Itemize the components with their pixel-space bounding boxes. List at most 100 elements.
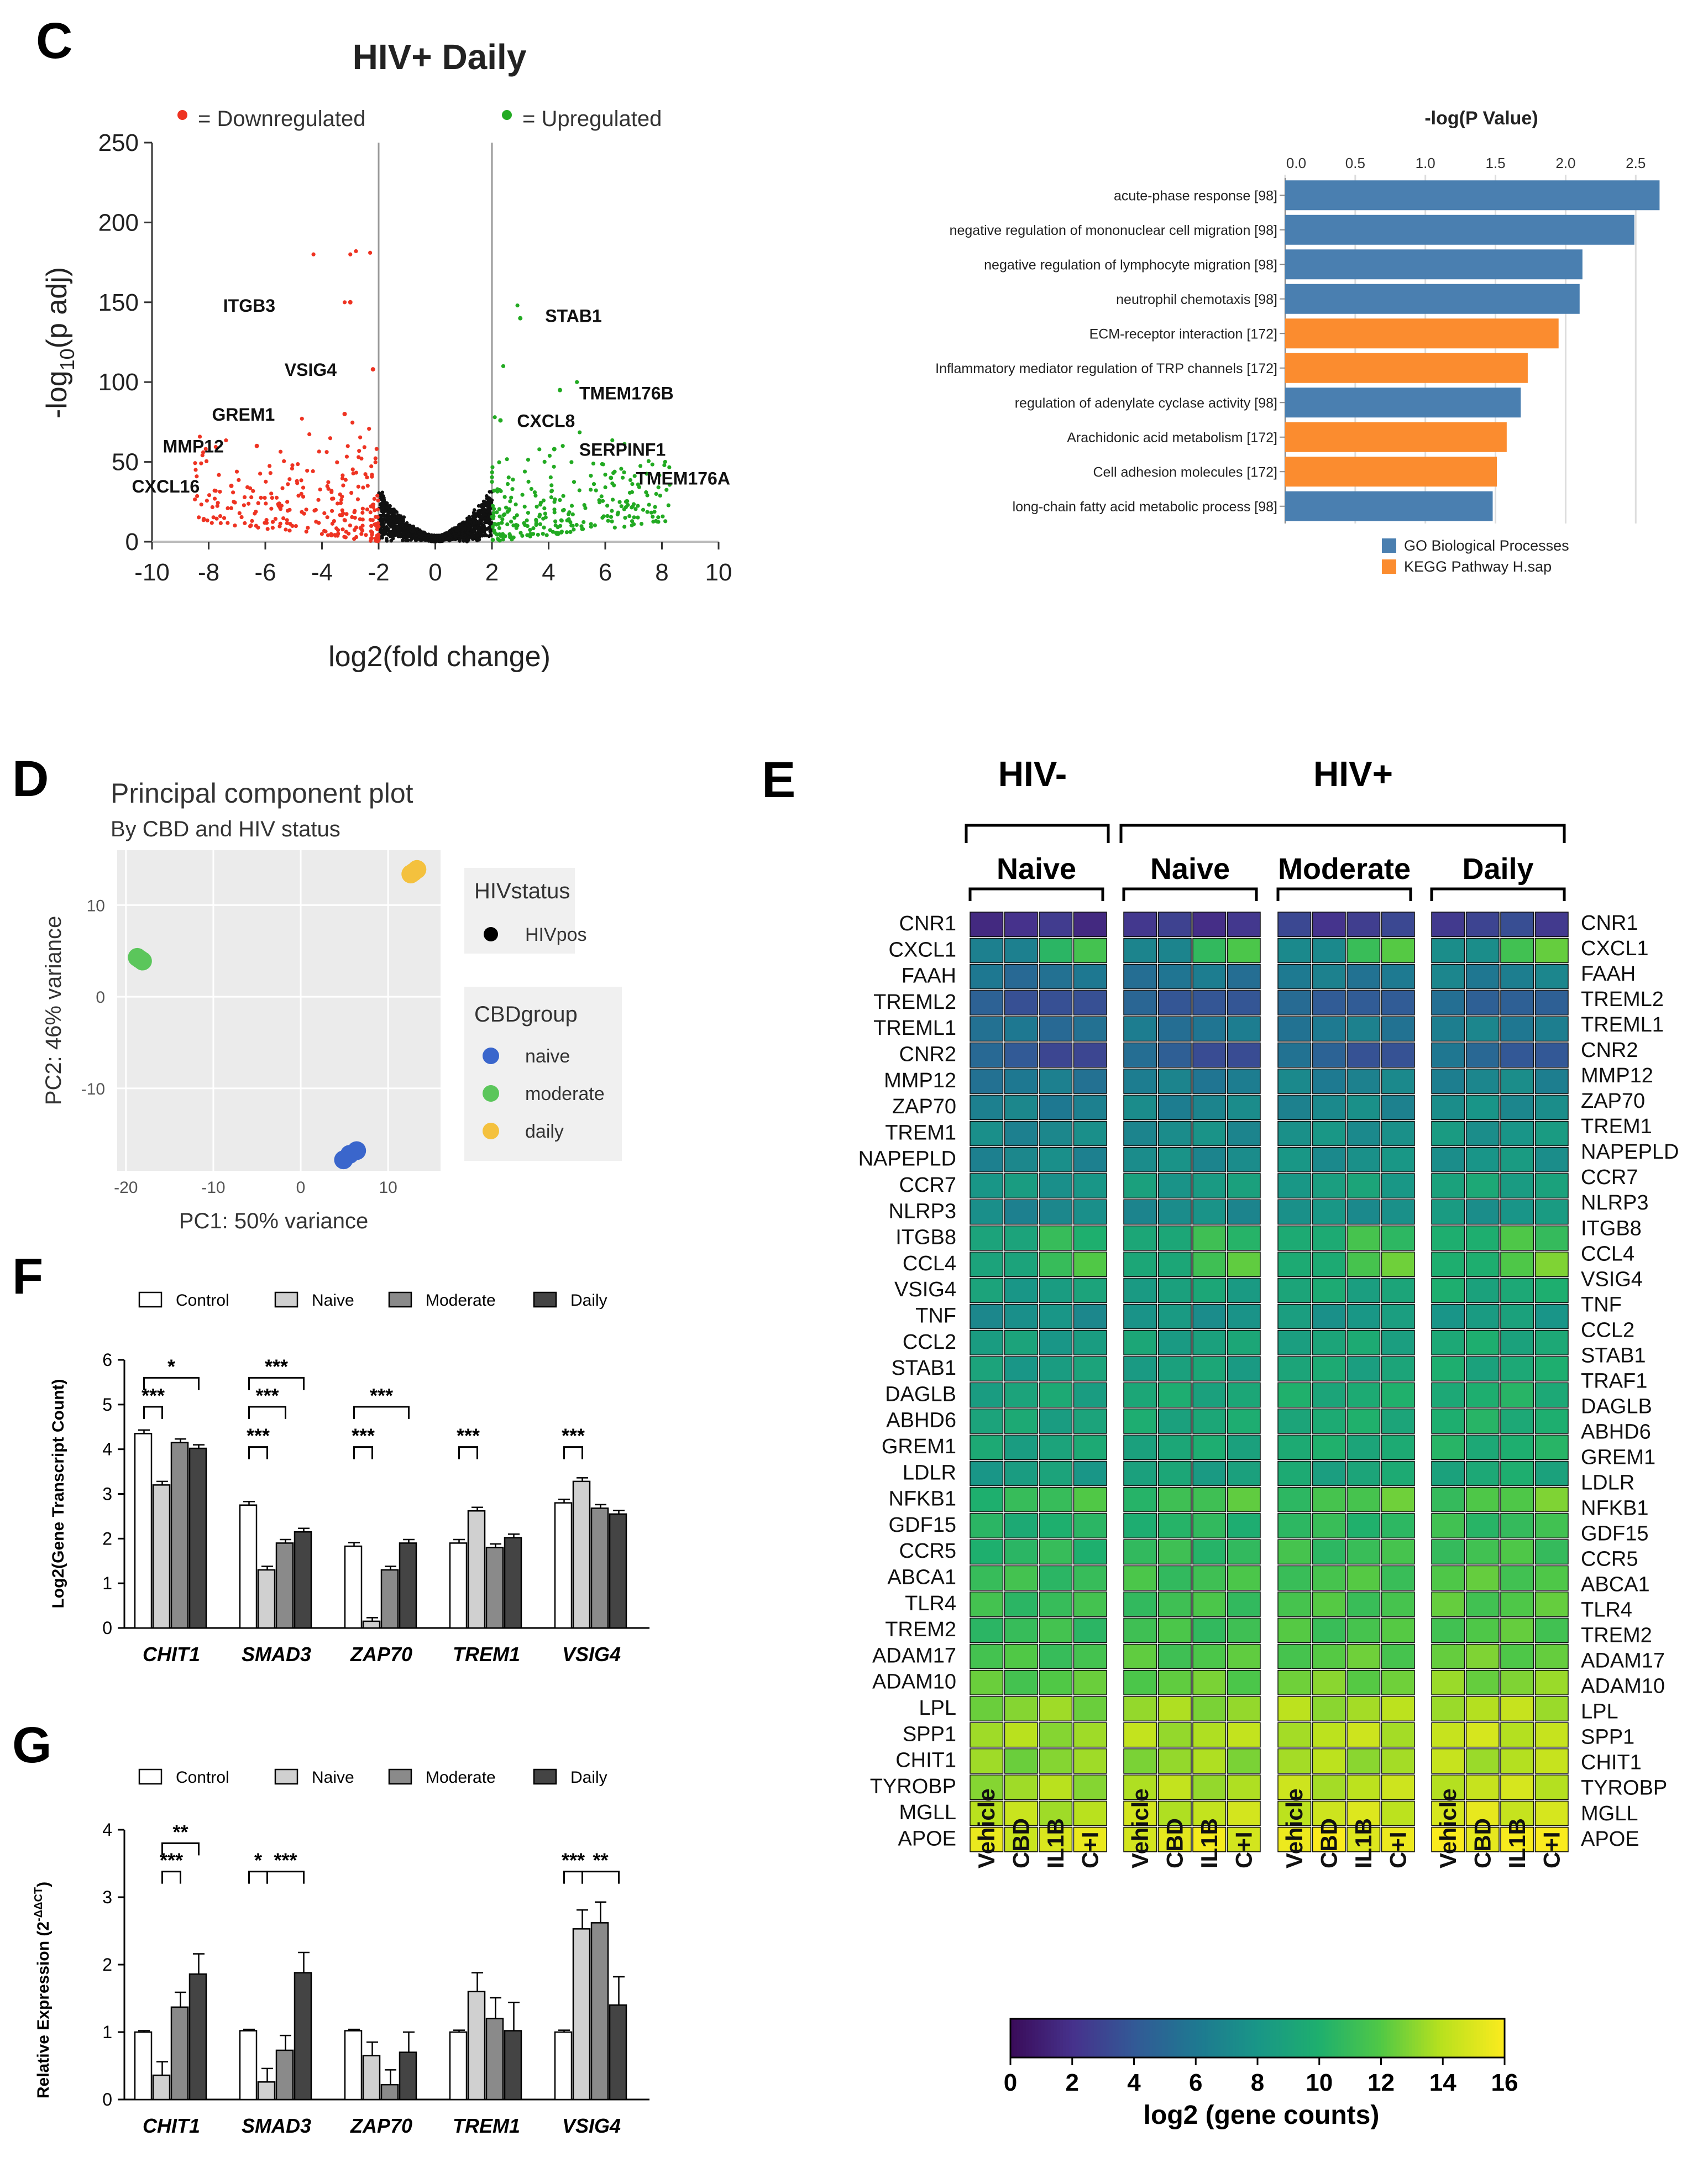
volcano-point-ns	[415, 534, 418, 538]
volcano-point-ns	[385, 516, 389, 521]
heatmap-cell	[1277, 1121, 1312, 1146]
heatmap-cell	[1192, 1539, 1227, 1565]
heatmap-cell	[1500, 1069, 1534, 1094]
heatmap-cell	[1039, 1539, 1073, 1565]
heatmap-cell	[1534, 1173, 1569, 1199]
heatmap-cell	[970, 1722, 1004, 1748]
volcano-y-label-sub: 10	[56, 348, 78, 370]
barF-sig-bracket	[353, 1406, 410, 1419]
heatmap-cell	[1534, 1722, 1569, 1748]
volcano-point-up	[542, 459, 547, 464]
volcano-point-ns	[465, 517, 470, 521]
heatmap-column-label: Vehicle	[1127, 1788, 1153, 1868]
enrichment-bar	[1285, 318, 1559, 349]
barG-bar-daily	[399, 2051, 417, 2101]
colorbar-segment	[1464, 2019, 1468, 2057]
volcano-point-up	[559, 519, 564, 523]
volcano-point-down	[237, 511, 242, 515]
heatmap-cell	[1465, 1016, 1500, 1042]
volcano-point-up	[526, 511, 530, 515]
pca-plot: Principal component plot By CBD and HIV …	[41, 778, 622, 1233]
volcano-point-down	[307, 432, 312, 437]
volcano-point-up	[549, 483, 554, 488]
heatmap-cell	[1039, 1382, 1073, 1408]
heatmap-cell	[1277, 1722, 1312, 1748]
colorbar-segment	[1433, 2019, 1438, 2057]
heatmap-cell	[1431, 1696, 1465, 1722]
heatmap-cell	[1004, 1303, 1038, 1329]
heatmap-cell	[1039, 1826, 1073, 1852]
heatmap-cell	[1431, 1460, 1465, 1486]
volcano-point-up	[536, 532, 540, 537]
volcano-point-up	[510, 487, 515, 491]
colorbar-segment	[1091, 2019, 1094, 2057]
volcano-point-down	[201, 450, 206, 454]
heatmap-gene-label-left: ABHD6	[886, 1409, 956, 1432]
colorbar-segment	[1291, 2019, 1296, 2057]
colorbar-segment	[1439, 2019, 1444, 2057]
volcano-point-up	[532, 490, 537, 495]
heatmap-gene-label-left: GDF15	[889, 1514, 956, 1537]
volcano-y-tick-label: 50	[112, 449, 139, 476]
heatmap-cell	[1465, 912, 1500, 938]
heatmap-cell	[1277, 1199, 1312, 1225]
heatmap-column-label: CBD	[1162, 1818, 1188, 1868]
volcano-x-tick-label: 2	[485, 559, 499, 586]
colorbar-segment	[1087, 2019, 1092, 2057]
pca-panel-background	[117, 850, 441, 1171]
heatmap-cell	[970, 1774, 1004, 1800]
volcano-point-down	[233, 500, 237, 505]
heatmap-cell	[1431, 1252, 1465, 1277]
heatmap-cell	[1312, 1643, 1346, 1669]
barG-category-label: CHIT1	[143, 2114, 200, 2137]
pca-legend-label-daily: daily	[525, 1121, 564, 1142]
volcano-point-up	[574, 522, 579, 527]
colorbar-segment	[1103, 2019, 1107, 2057]
heatmap-cell	[1157, 1826, 1192, 1852]
volcano-point-down	[253, 511, 257, 516]
volcano-point-down	[349, 490, 354, 495]
colorbar-segment	[1013, 2019, 1018, 2057]
volcano-point-down	[325, 515, 329, 520]
heatmap-cell	[1192, 1460, 1227, 1486]
colorbar-segment	[1421, 2019, 1425, 2057]
heatmap-colorbar: 0 2 4 6 8 10 12 14 16	[1004, 2018, 1518, 2096]
heatmap-cell	[1534, 1669, 1569, 1695]
heatmap-cell	[970, 1748, 1004, 1774]
heatmap-cell	[1347, 1121, 1381, 1146]
volcano-point-ns	[453, 534, 457, 538]
heatmap-cell	[1192, 1826, 1227, 1852]
barG-legend-label: Moderate	[426, 1768, 496, 1787]
colorbar-segment	[1272, 2019, 1277, 2057]
volcano-point-up	[667, 483, 672, 487]
heatmap-cell	[1157, 1042, 1192, 1068]
pca-legend-hiv-item: HIVpos	[525, 924, 587, 945]
volcano-title: HIV+ Daily	[353, 37, 527, 77]
heatmap-cell	[1347, 1278, 1381, 1303]
heatmap-cell	[1431, 938, 1465, 964]
volcano-point-down	[287, 477, 292, 481]
heatmap-cell	[1039, 1722, 1073, 1748]
heatmap-cell	[1192, 990, 1227, 1015]
heatmap-cell	[1227, 1434, 1261, 1460]
volcano-point-up	[549, 489, 554, 493]
volcano-point-ns	[447, 531, 450, 535]
heatmap-cell	[1534, 1356, 1569, 1382]
volcano-point-up	[569, 460, 574, 464]
colorbar-segment	[1260, 2019, 1265, 2057]
heatmap-cell	[1312, 1042, 1346, 1068]
heatmap-gene-label-right: VSIG4	[1581, 1268, 1643, 1291]
barG-sig-label: **	[593, 1849, 608, 1872]
barF-legend-swatch	[274, 1291, 298, 1308]
barG-sig-label: **	[172, 1820, 188, 1843]
heatmap-cell	[1123, 1643, 1157, 1669]
heatmap-cell	[1157, 938, 1192, 964]
heatmap-cell	[1312, 1278, 1346, 1303]
volcano-point-up	[570, 512, 575, 517]
volcano-labeled-point	[498, 418, 503, 423]
colorbar-segment	[1081, 2019, 1086, 2057]
heatmap-cell	[1157, 1121, 1192, 1146]
pca-y-tick-label: 0	[96, 988, 105, 1007]
heatmap-cell	[1534, 1330, 1569, 1355]
volcano-point-ns	[395, 515, 399, 519]
